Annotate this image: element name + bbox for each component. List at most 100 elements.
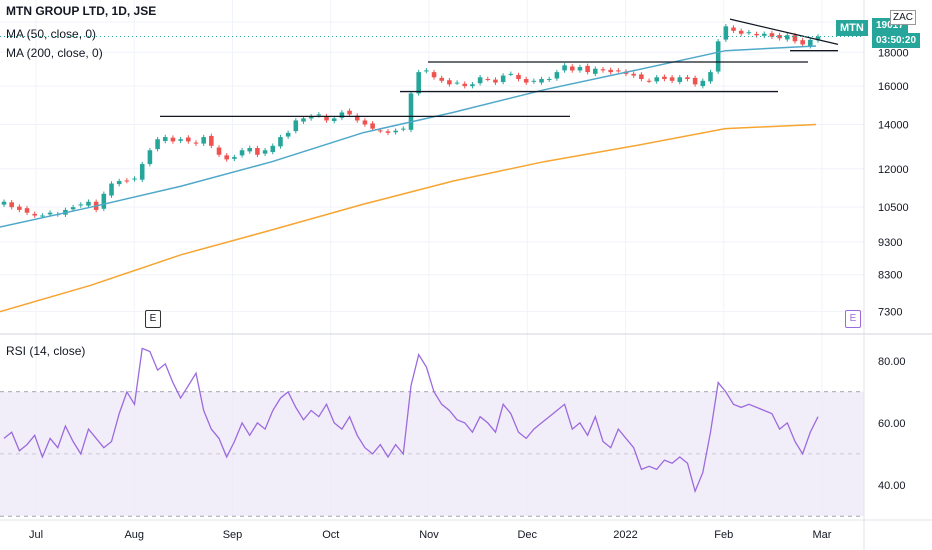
- candle-body: [454, 82, 460, 84]
- price-tick-label: 10500: [878, 202, 909, 214]
- candle-body: [754, 33, 759, 36]
- candle-body: [370, 123, 375, 129]
- candle-body: [324, 116, 329, 121]
- candle-body: [116, 181, 122, 185]
- price-tick-label: 12000: [878, 164, 909, 176]
- candle-body: [746, 32, 752, 34]
- candle-body: [662, 76, 667, 80]
- candle-body: [815, 36, 821, 41]
- candle-body: [792, 35, 798, 42]
- candle-body: [262, 150, 268, 154]
- time-tick-label: Sep: [223, 529, 243, 541]
- time-tick-label: Mar: [813, 529, 832, 541]
- candle-body: [109, 183, 114, 196]
- moving-averages: [0, 45, 817, 313]
- candle-body: [393, 130, 398, 133]
- candle-body: [539, 79, 544, 83]
- candle-body: [700, 80, 706, 87]
- ma50-line: [0, 45, 817, 228]
- candle-body: [531, 80, 537, 82]
- rsi-tick-label: 60.00: [878, 418, 906, 430]
- candle-body: [308, 116, 314, 119]
- candle-body: [1, 201, 7, 205]
- candle-body: [301, 118, 306, 122]
- countdown-badge: 03:50:20: [872, 33, 921, 48]
- candle-body: [685, 77, 690, 80]
- candle-body: [462, 83, 468, 87]
- price-tick-label: 16000: [878, 81, 909, 93]
- candle-body: [101, 193, 107, 209]
- candle-body: [186, 137, 191, 142]
- time-tick-label: Jul: [29, 529, 43, 541]
- candle-body: [347, 110, 352, 115]
- candle-body: [769, 33, 775, 37]
- time-tick-label: Nov: [419, 529, 439, 541]
- price-tick-label: 9300: [878, 237, 902, 249]
- ma200-legend[interactable]: MA (200, close, 0): [6, 46, 103, 60]
- rsi-legend[interactable]: RSI (14, close): [6, 344, 86, 358]
- candle-body: [800, 40, 805, 45]
- candle-body: [47, 212, 53, 215]
- candle-body: [669, 77, 675, 81]
- candle-body: [447, 80, 452, 85]
- candle-body: [216, 147, 222, 155]
- candle-body: [170, 137, 176, 142]
- candle-body: [385, 131, 391, 133]
- candle-body: [562, 65, 567, 71]
- candle-body: [692, 77, 698, 85]
- candle-body: [677, 77, 683, 82]
- candle-body: [316, 114, 322, 116]
- earnings-marker-feb[interactable]: E: [845, 310, 861, 328]
- candle-body: [631, 73, 636, 76]
- candle-body: [354, 115, 360, 121]
- price-tick-label: 8300: [878, 270, 902, 282]
- candle-body: [523, 79, 529, 83]
- candle-body: [608, 69, 613, 73]
- candle-body: [777, 35, 782, 39]
- ticker-badge: MTN: [836, 20, 868, 36]
- candle-body: [439, 77, 444, 81]
- candle-body: [477, 77, 483, 84]
- time-tick-label: Oct: [322, 529, 339, 541]
- candle-body: [715, 41, 721, 72]
- candle-body: [577, 67, 583, 71]
- candle-body: [86, 201, 91, 206]
- candle-body: [17, 206, 22, 210]
- candle-body: [470, 84, 475, 87]
- candle-body: [232, 157, 237, 159]
- ma50-legend[interactable]: MA (50, close, 0): [6, 27, 97, 41]
- price-tick-label: 14000: [878, 120, 909, 132]
- candle-body: [24, 208, 30, 213]
- candle-body: [616, 70, 621, 72]
- rsi-tick-label: 80.00: [878, 356, 906, 368]
- candle-body: [646, 80, 652, 82]
- candle-body: [278, 137, 283, 147]
- candle-body: [193, 142, 199, 144]
- rsi-tick-label: 40.00: [878, 480, 906, 492]
- candle-body: [162, 137, 168, 141]
- candle-body: [339, 112, 345, 118]
- candle-body: [416, 72, 421, 94]
- candle-series[interactable]: [1, 24, 821, 218]
- time-tick-label: Feb: [714, 529, 733, 541]
- candle-body: [9, 202, 14, 208]
- rsi-polyline: [3, 347, 819, 494]
- candle-body: [508, 73, 514, 75]
- earnings-marker-aug[interactable]: E: [145, 310, 161, 328]
- currency-label[interactable]: ZAC: [890, 10, 916, 25]
- time-tick-label: 2022: [613, 529, 637, 541]
- candle-body: [78, 204, 84, 206]
- candle-body: [155, 139, 160, 150]
- time-tick-label: Aug: [124, 529, 144, 541]
- rsi-band: [0, 391, 864, 516]
- candle-body: [378, 130, 383, 132]
- candle-body: [708, 72, 713, 82]
- rsi-line: [3, 347, 819, 494]
- candle-body: [554, 72, 560, 79]
- candle-body: [32, 213, 37, 216]
- price-tick-label: 18000: [878, 47, 909, 59]
- candle-body: [239, 150, 245, 156]
- candle-body: [147, 150, 153, 165]
